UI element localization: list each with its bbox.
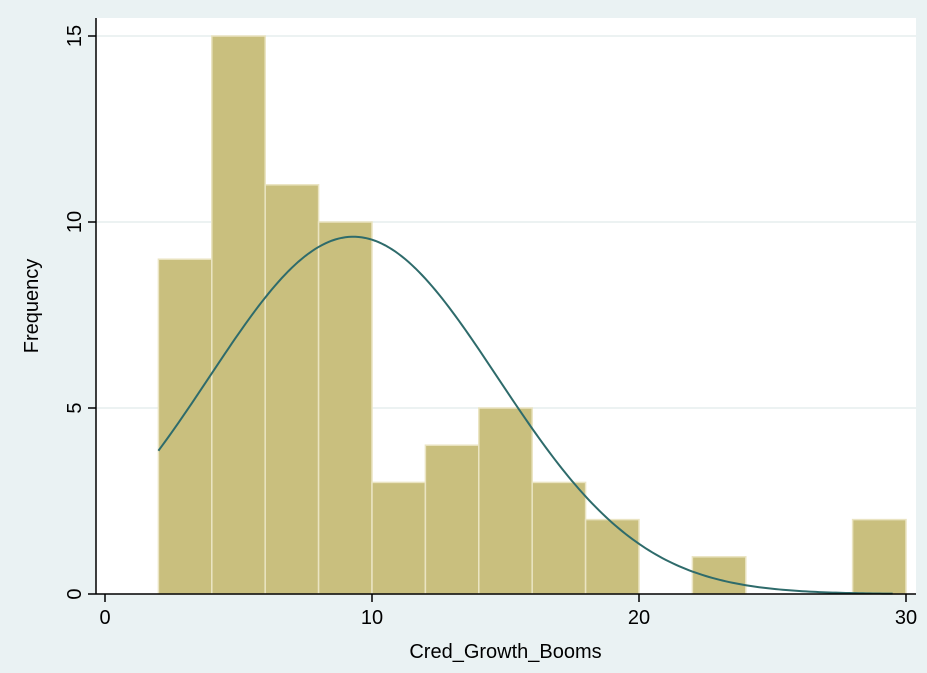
x-tick-label-0: 0 <box>99 607 110 629</box>
y-axis-ticks: 0 5 10 15 <box>64 25 96 600</box>
x-axis-title: Cred_Growth_Booms <box>409 641 601 663</box>
y-axis-title: Frequency <box>21 259 43 354</box>
x-tick-label-30: 30 <box>895 607 917 629</box>
histogram-bar-12-14 <box>424 444 480 595</box>
histogram-bar-4-6 <box>211 35 266 595</box>
histogram-bar-28-30 <box>851 518 907 595</box>
y-tick-label-0: 0 <box>64 588 86 599</box>
histogram-bar-22-24 <box>691 556 747 595</box>
histogram-bar-16-18 <box>531 481 587 595</box>
normal-density-curve <box>157 235 893 595</box>
histogram-bar-18-20 <box>584 518 640 595</box>
histogram-bar-14-16 <box>478 407 533 595</box>
histogram-bar-10-12 <box>371 481 427 595</box>
histogram-bar-2-4 <box>157 258 213 595</box>
x-tick-label-20: 20 <box>628 607 650 629</box>
x-tick-label-10: 10 <box>361 607 383 629</box>
y-tick-label-15: 15 <box>64 25 86 47</box>
x-axis-ticks: 0 10 20 30 <box>99 594 917 629</box>
histogram-bars <box>157 35 907 595</box>
y-tick-label-5: 5 <box>64 402 86 413</box>
histogram-bar-6-8 <box>264 184 320 595</box>
histogram-bar-8-10 <box>317 221 373 595</box>
y-tick-label-10: 10 <box>64 211 86 233</box>
